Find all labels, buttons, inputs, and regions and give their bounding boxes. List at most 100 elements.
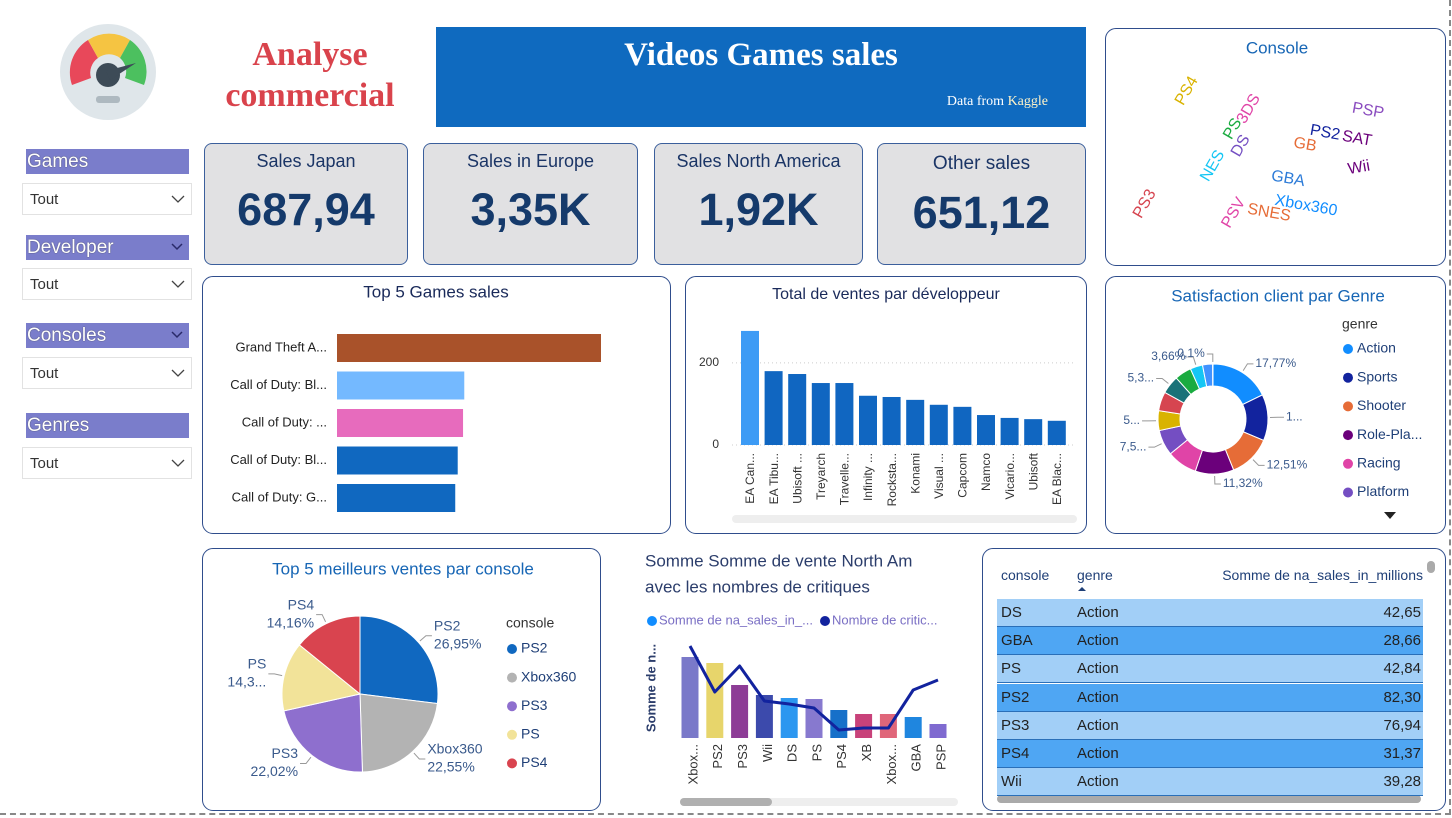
x-tick-label: Travelle... [838, 453, 852, 505]
kpi-value: 3,35K [470, 184, 591, 235]
y-tick-label: 0 [712, 437, 719, 451]
h-scrollbar[interactable] [997, 795, 1421, 803]
v-scrollbar[interactable] [1427, 561, 1435, 573]
legend-title: console [506, 615, 554, 631]
x-tick-label: Konami [908, 453, 922, 494]
word: SAT [1341, 128, 1374, 150]
chart-card: Satisfaction client par Genre genre 17,7… [1105, 276, 1446, 534]
bar [835, 383, 854, 445]
leader-line [1242, 363, 1254, 371]
legend-marker [1343, 458, 1353, 469]
leader-line [300, 756, 312, 764]
table-cell: 28,66 [1383, 632, 1421, 650]
chart-title: Top 5 Games sales [363, 282, 509, 301]
chart: Total de ventes par développeur 0 200 EA C… [699, 286, 1077, 523]
chart-card: Total de ventes par développeur 0 200 EA C… [685, 276, 1087, 534]
x-tick-label: PSP [933, 744, 948, 770]
x-tick-label: Xbox... [884, 744, 899, 784]
legend-marker [1343, 430, 1353, 441]
table-cell: DS [1001, 604, 1022, 621]
word: Wii [1347, 157, 1372, 178]
bar [929, 724, 947, 738]
slicer-value: Tout [30, 276, 59, 293]
bar-label: Call of Duty: ... [242, 414, 327, 429]
bar [811, 383, 830, 445]
chart-card: Top 5 meilleurs ventes par console conso… [202, 548, 601, 811]
table-cell: PS [1001, 660, 1022, 678]
legend-label: Racing [1357, 455, 1401, 471]
word-cloud-title: Console [1246, 38, 1308, 57]
legend-label: Platform [1357, 483, 1409, 499]
chevron [171, 195, 185, 203]
bar [681, 657, 699, 738]
table-cell: 42,84 [1383, 660, 1421, 678]
bar [906, 399, 925, 445]
x-tick-label: EA Blac... [1050, 453, 1064, 505]
legend-label: Somme de na_sales_in_... [659, 612, 813, 627]
table-row: DS Action 42,65 [997, 599, 1423, 627]
bar [337, 484, 456, 512]
legend-label: PS4 [521, 754, 548, 770]
bar [741, 330, 759, 445]
slicer-value: Tout [30, 455, 59, 472]
legend-marker [507, 758, 517, 769]
data-label: 22,02% [251, 763, 298, 779]
report-title: Analyse commercial [205, 34, 415, 116]
leader-line [1206, 353, 1214, 363]
column-header[interactable]: genre [1077, 567, 1113, 583]
word: PS3 [1130, 186, 1160, 221]
source-link[interactable]: Kaggle [1007, 94, 1048, 109]
x-tick-label: PS4 [834, 744, 849, 769]
leader-line [268, 673, 283, 677]
bar [755, 695, 773, 738]
legend-marker [1343, 344, 1353, 354]
column-header[interactable]: Somme de na_sales_in_millions [1222, 567, 1423, 583]
kpi-value: 1,92K [698, 184, 819, 235]
slicer-dropdown[interactable]: Tout [22, 447, 192, 479]
table-cell: 39,28 [1383, 773, 1421, 791]
bar [855, 714, 873, 738]
kpi-card: Sales North America 1,92K [654, 143, 863, 265]
legend-label: Nombre de critic... [832, 612, 937, 627]
table-cell: Action [1077, 773, 1119, 791]
x-tick-label: EA Can... [743, 453, 757, 504]
bar [904, 717, 922, 738]
legend-label: Action [1357, 340, 1396, 356]
chart: Top 5 meilleurs ventes par console conso… [227, 559, 576, 779]
x-tick-label: Ubisoft ... [790, 453, 804, 504]
column-header[interactable]: console [1001, 567, 1050, 583]
slice [281, 644, 362, 712]
slicer-dropdown[interactable]: Tout [22, 357, 192, 389]
slicer-dropdown[interactable]: Tout [22, 183, 192, 215]
legend-label: PS [521, 726, 540, 742]
kpi-label: Other sales [932, 153, 1031, 174]
table-row: Wii Action 39,28 [997, 768, 1423, 797]
x-tick-label: Wii [760, 744, 775, 762]
leader-line [419, 635, 432, 642]
slicer-value: Tout [30, 365, 59, 382]
source: Data from Kaggle [947, 94, 1048, 110]
data-label: 17,77% [1255, 356, 1296, 370]
x-tick-label: Vicario... [1003, 453, 1017, 499]
bar [337, 371, 465, 400]
legend-marker [1343, 487, 1353, 498]
bar [337, 334, 601, 362]
scrollbar[interactable] [680, 798, 772, 806]
y-axis-title: Somme de n... [643, 644, 658, 732]
table-cell: Action [1077, 688, 1119, 706]
kpi-label: Sales North America [676, 151, 841, 171]
data-label: 5... [1123, 413, 1140, 427]
slicer-dropdown[interactable]: Tout [22, 268, 192, 300]
scrollbar[interactable] [732, 515, 1077, 523]
leader-line [1187, 356, 1197, 365]
legend-marker [507, 672, 517, 683]
table-cell: 31,37 [1383, 745, 1421, 762]
x-tick-label: PS [809, 744, 824, 762]
legend-more[interactable] [1384, 512, 1396, 519]
slice-name: PS4 [288, 596, 315, 612]
legend-label: Shooter [1357, 397, 1406, 413]
legend-marker [1343, 401, 1353, 412]
leader-line [1214, 475, 1221, 485]
data-label: 22,55% [427, 759, 474, 775]
